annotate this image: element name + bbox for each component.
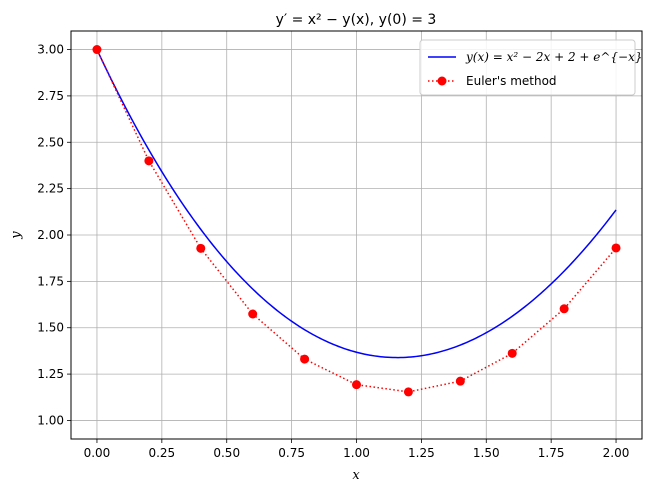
chart-title: y′ = x² − y(x), y(0) = 3	[276, 12, 437, 28]
euler-point	[352, 380, 361, 390]
x-tick-label: 2.00	[603, 446, 630, 460]
series-layer	[92, 45, 621, 397]
x-axis-label: x	[352, 468, 360, 483]
legend-label-euler: Euler's method	[466, 74, 557, 88]
euler-point	[559, 304, 569, 314]
euler-point	[611, 243, 621, 253]
x-tick-label: 1.25	[408, 446, 435, 460]
x-tick-label: 1.00	[343, 446, 370, 460]
x-tick-label: 0.75	[278, 446, 305, 460]
legend-label-analytic: y(x) = x² − 2x + 2 + e^{−x}	[465, 50, 643, 64]
euler-point	[507, 348, 517, 358]
euler-point	[300, 354, 310, 364]
y-tick-label: 2.50	[37, 135, 64, 149]
y-tick-label: 2.00	[37, 228, 64, 242]
x-tick-label: 0.25	[148, 446, 175, 460]
euler-point	[248, 309, 258, 319]
y-tick-label: 1.00	[37, 413, 64, 427]
euler-point	[92, 45, 102, 55]
euler-point	[196, 243, 206, 253]
x-tick-label: 0.50	[213, 446, 240, 460]
legend: y(x) = x² − 2x + 2 + e^{−x} Euler's meth…	[419, 39, 643, 96]
grid	[71, 31, 642, 439]
euler-point	[144, 156, 154, 166]
y-tick-label: 2.75	[37, 89, 64, 103]
euler-point	[455, 376, 465, 386]
euler-point	[403, 387, 413, 397]
legend-marker-euler	[437, 76, 447, 86]
y-tick-label: 1.50	[37, 321, 64, 335]
y-tick-label: 1.25	[37, 367, 64, 381]
y-tick-label: 3.00	[37, 43, 64, 57]
x-tick-label: 1.50	[473, 446, 500, 460]
series-analytic-line	[96, 49, 617, 359]
x-tick-label: 0.00	[84, 446, 111, 460]
y-tick-label: 1.75	[37, 274, 64, 288]
legend-box	[419, 39, 636, 96]
x-tick-label: 1.75	[538, 446, 565, 460]
y-axis-label: y	[9, 231, 24, 240]
y-tick-label: 2.25	[37, 182, 64, 196]
ticks: 0.00 0.25 0.50 0.75 1.00 1.25 1.50 1.75 2.00 1.00…	[37, 43, 629, 460]
